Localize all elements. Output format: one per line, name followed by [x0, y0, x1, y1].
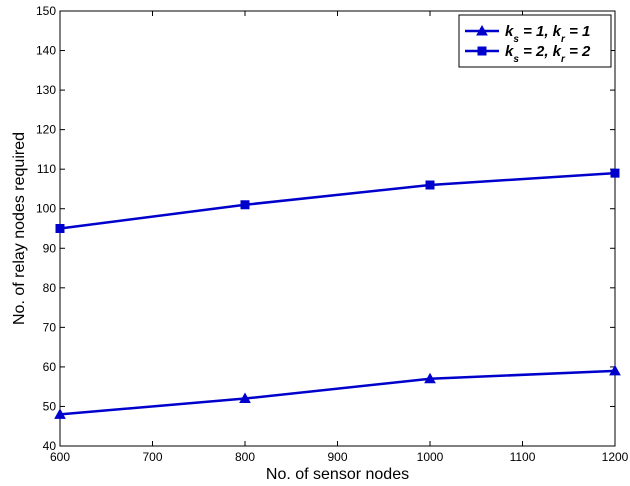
y-tick-label: 50	[43, 399, 57, 413]
legend-label-part: = 1	[565, 23, 590, 40]
y-tick-label: 110	[37, 162, 56, 176]
data-point	[610, 168, 620, 178]
axis-ticks: 600 700 800 900 1000 1100 1200 40 50 60 70 80 90 100 1…	[36, 4, 629, 464]
series-1	[54, 364, 621, 419]
legend-marker	[476, 24, 488, 36]
data-point	[239, 392, 251, 404]
x-tick-label: 1100	[510, 450, 536, 464]
series-line	[59, 171, 616, 230]
legend-label-part: r	[561, 54, 566, 65]
legend-item: ks = 1, kr = 1	[465, 23, 590, 45]
series-line	[59, 369, 616, 416]
y-tick-label: 120	[36, 123, 56, 137]
legend-item: ks = 2, kr = 2	[465, 43, 591, 65]
y-tick-label: 40	[43, 439, 57, 453]
x-tick-label: 700	[142, 450, 162, 464]
series-lines	[54, 168, 621, 419]
data-point	[425, 180, 435, 190]
data-point	[609, 364, 621, 376]
series-2	[55, 168, 620, 233]
x-axis-label: No. of sensor nodes	[266, 466, 409, 483]
x-tick-label: 1000	[417, 450, 444, 464]
data-point	[424, 372, 436, 384]
legend-label-part: s	[513, 34, 519, 45]
y-axis-label: No. of relay nodes required	[11, 132, 28, 325]
legend-label-part: k	[505, 23, 514, 40]
y-tick-label: 150	[36, 4, 56, 18]
x-tick-label: 600	[50, 450, 70, 464]
legend-marker	[477, 46, 487, 56]
legend-label-part: = 2	[565, 43, 591, 60]
legend-label-part: s	[513, 54, 519, 65]
x-tick-label: 1200	[602, 450, 629, 464]
y-tick-label: 60	[43, 360, 57, 374]
data-point	[55, 224, 65, 233]
legend-label-part: r	[561, 34, 566, 45]
y-tick-label: 140	[36, 44, 56, 58]
legend-label: ks = 2, kr = 2	[505, 43, 591, 65]
data-point	[240, 200, 250, 210]
y-tick-label: 100	[36, 202, 56, 216]
legend-box	[458, 14, 612, 68]
x-tick-label: 800	[235, 450, 255, 464]
legend-label-part: k	[505, 43, 514, 60]
x-tick-label: 900	[327, 450, 347, 464]
plot-area	[59, 10, 616, 447]
y-tick-label: 90	[43, 241, 57, 255]
y-tick-label: 70	[43, 320, 57, 334]
legend-label-part: = 2, k	[519, 43, 562, 60]
legend-label-part: = 1, k	[519, 23, 562, 40]
data-point	[54, 408, 66, 419]
y-tick-label: 80	[43, 281, 57, 295]
legend: ks = 1, kr = 1ks = 2, kr = 2	[458, 14, 612, 68]
y-tick-label: 130	[36, 83, 56, 97]
legend-label: ks = 1, kr = 1	[505, 23, 590, 45]
